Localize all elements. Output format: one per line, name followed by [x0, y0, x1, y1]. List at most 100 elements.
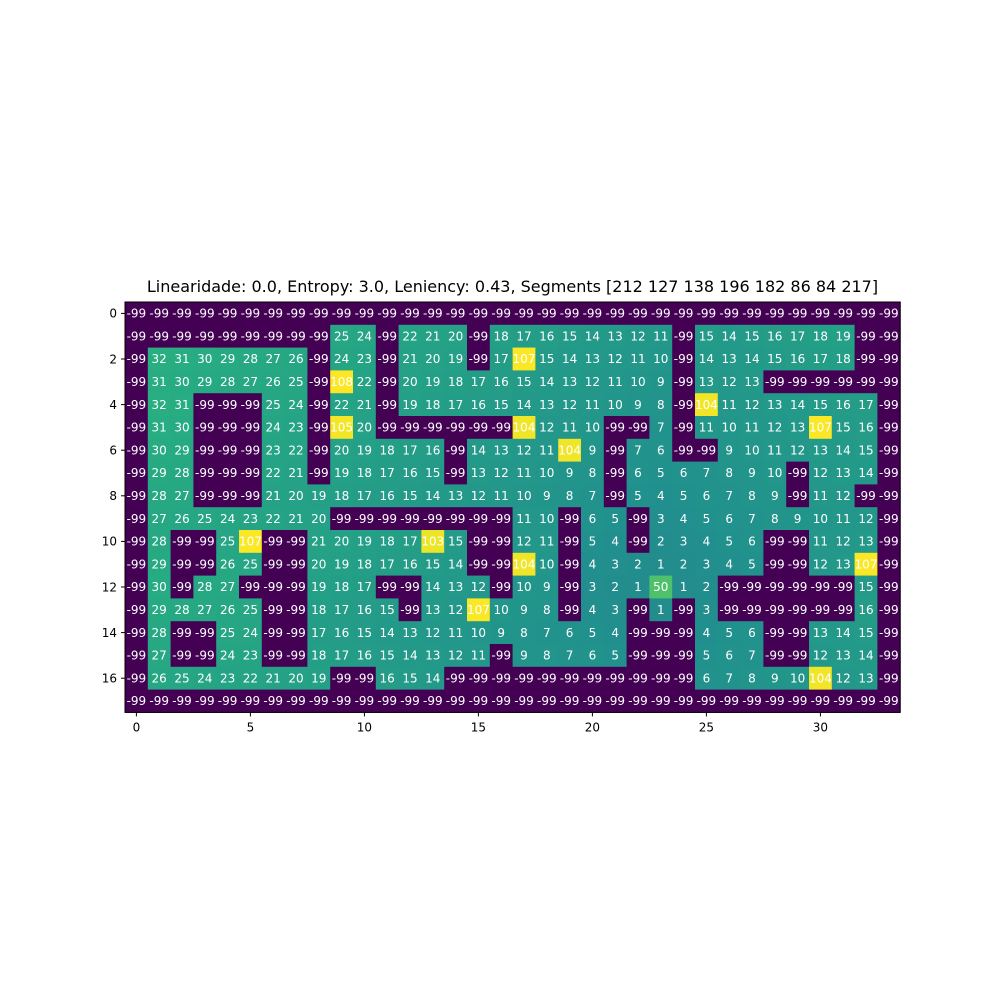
heatmap-cell: [284, 370, 308, 394]
heatmap-cell: [330, 370, 354, 394]
heatmap-cell: [695, 461, 719, 485]
heatmap-cell: [147, 438, 171, 462]
cell-value-label: 15: [357, 626, 372, 640]
cell-value-label: 4: [589, 603, 597, 617]
cell-value-label: 23: [220, 671, 235, 685]
heatmap-cell: [695, 552, 719, 576]
cell-value-label: 14: [836, 443, 851, 457]
heatmap-cell: [147, 530, 171, 554]
heatmap-cell: [170, 575, 194, 599]
cell-value-label: -99: [469, 352, 489, 366]
heatmap-cell: [193, 575, 217, 599]
cell-value-label: -99: [172, 649, 192, 663]
cell-value-label: 13: [471, 466, 486, 480]
cell-value-label: -99: [811, 694, 831, 708]
cell-value-label: 16: [402, 557, 417, 571]
heatmap-cell: [809, 621, 833, 645]
heatmap-cell: [649, 689, 673, 713]
heatmap-cell: [261, 644, 285, 668]
heatmap-cell: [216, 416, 240, 440]
cell-value-label: -99: [286, 329, 306, 343]
cell-value-label: 15: [562, 329, 577, 343]
cell-value-label: -99: [446, 694, 466, 708]
cell-value-label: 13: [836, 649, 851, 663]
cell-value-label: 6: [589, 649, 597, 663]
cell-value-label: -99: [879, 489, 899, 503]
cell-value-label: -99: [560, 671, 580, 685]
heatmap-cell: [695, 530, 719, 554]
heatmap-cell: [535, 393, 559, 417]
heatmap-cell: [170, 302, 194, 326]
heatmap-cell: [717, 644, 741, 668]
heatmap-cell: [695, 666, 719, 690]
cell-value-label: -99: [560, 603, 580, 617]
heatmap-cell: [626, 598, 650, 622]
cell-value-label: -99: [560, 307, 580, 321]
cell-value-label: -99: [788, 307, 808, 321]
cell-value-label: -99: [628, 694, 648, 708]
heatmap-cell: [558, 530, 582, 554]
cell-value-label: 9: [543, 580, 551, 594]
cell-value-label: -99: [674, 626, 694, 640]
cell-value-label: 16: [767, 329, 782, 343]
cell-value-label: 10: [653, 352, 668, 366]
cell-value-label: -99: [765, 535, 785, 549]
cell-value-label: 18: [334, 580, 349, 594]
cell-value-label: 3: [611, 603, 619, 617]
heatmap-cell: [877, 393, 901, 417]
heatmap-cell: [717, 598, 741, 622]
heatmap-cell: [261, 484, 285, 508]
cell-value-label: 4: [703, 535, 711, 549]
cell-value-label: 12: [813, 649, 828, 663]
heatmap-cell: [717, 302, 741, 326]
heatmap-cell: [125, 438, 149, 462]
heatmap-cell: [558, 689, 582, 713]
cell-value-label: 18: [380, 443, 395, 457]
cell-value-label: 25: [197, 512, 212, 526]
heatmap-cell: [809, 324, 833, 348]
heatmap-cell: [147, 324, 171, 348]
heatmap-cell: [467, 575, 491, 599]
heatmap-cell: [444, 644, 468, 668]
heatmap-cell: [558, 644, 582, 668]
heatmap-cell: [512, 530, 536, 554]
cell-value-label: -99: [400, 694, 420, 708]
heatmap-cell: [398, 302, 422, 326]
cell-value-label: 9: [771, 489, 779, 503]
cell-value-label: 12: [722, 375, 737, 389]
cell-value-label: 3: [657, 512, 665, 526]
cell-value-label: -99: [423, 694, 443, 708]
heatmap-cell: [125, 324, 149, 348]
cell-value-label: -99: [400, 580, 420, 594]
heatmap-cell: [558, 598, 582, 622]
cell-value-label: -99: [127, 535, 147, 549]
cell-value-label: -99: [879, 671, 899, 685]
cell-value-label: 11: [516, 512, 531, 526]
cell-value-label: 15: [539, 352, 554, 366]
cell-value-label: 7: [725, 489, 733, 503]
heatmap-cell: [193, 324, 217, 348]
cell-value-label: 32: [152, 352, 167, 366]
cell-value-label: -99: [491, 580, 511, 594]
cell-value-label: 10: [539, 557, 554, 571]
cell-value-label: -99: [491, 557, 511, 571]
cell-value-label: 29: [220, 352, 235, 366]
cell-value-label: 28: [174, 466, 189, 480]
cell-value-label: 50: [653, 580, 668, 594]
cell-value-label: 9: [543, 489, 551, 503]
cell-value-label: -99: [127, 421, 147, 435]
cell-value-label: -99: [605, 489, 625, 503]
heatmap-cell: [558, 302, 582, 326]
heatmap-cell: [626, 438, 650, 462]
cell-value-label: 15: [448, 535, 463, 549]
heatmap-cell: [535, 416, 559, 440]
heatmap-cell: [831, 507, 855, 531]
cell-value-label: 23: [243, 512, 258, 526]
heatmap-cell: [398, 621, 422, 645]
cell-value-label: 26: [220, 557, 235, 571]
cell-value-label: 12: [858, 512, 873, 526]
cell-value-label: -99: [856, 375, 876, 389]
cell-value-label: -99: [377, 398, 397, 412]
cell-value-label: 17: [858, 398, 873, 412]
heatmap-cell: [672, 484, 696, 508]
